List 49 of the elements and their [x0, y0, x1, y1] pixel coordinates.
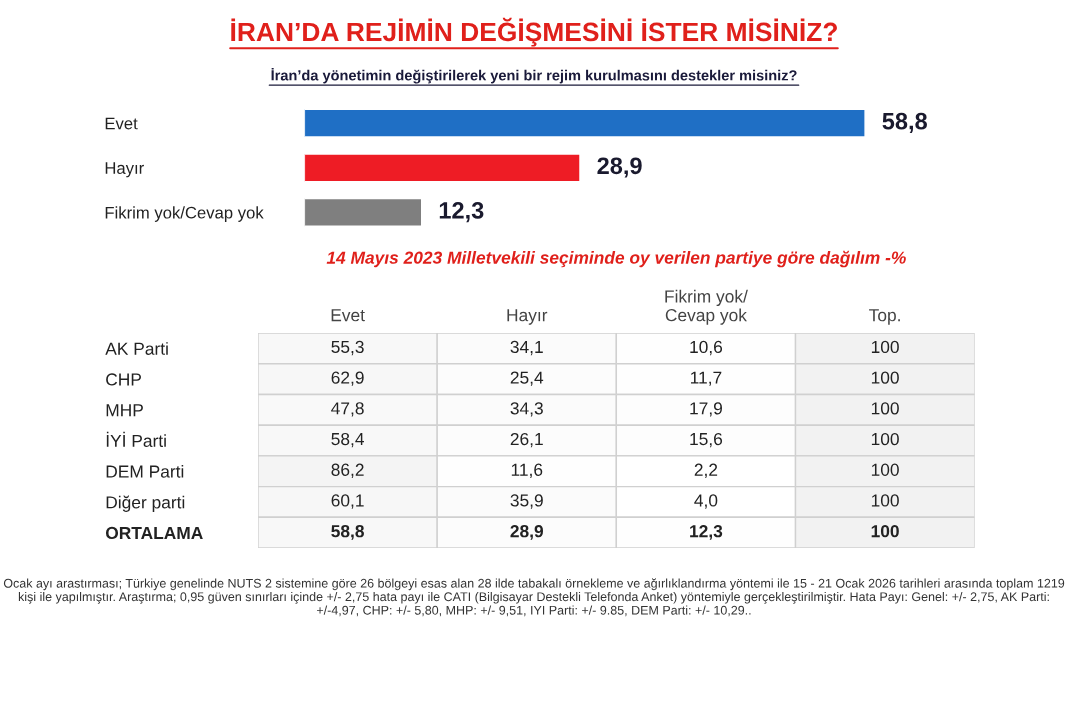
data-label: 25,4 [510, 371, 544, 386]
y-tick-label: İYİ Parti [106, 431, 166, 447]
x-tick-label: Top. [869, 309, 900, 325]
text: Ocak ayı arastırması; Türkiye genelinde NUTS 2 sistemine göre 26 bölgeyi esas alan 28 ilde tabakalı örnekleme ve ağırlıklandırma yöntemi ile 15 - 21 Ocak 2026 tarihleri arasında toplam 1219 kişi ile yapılmıştır. Araştırma; 0,95 güven sınırları içinde +/- 2,75 hata payı ile CATI (Bilgisayar Destekli Telefonda Anket) yöntemiyle gerçekleştirilmiştir. Hata Payı: Genel: +/- 2,75, AK Parti: +/-4,97, CHP: +/- 5,80, MHP: +/- 9,51, IYI Parti: +/- 9.85, DEM Parti: +/- 10,29.. [3, 578, 1065, 617]
data-label: 58,8 [331, 525, 364, 540]
data-label: 100 [871, 463, 899, 476]
data-label: 100 [871, 340, 899, 354]
y-tick-label: Hayır [105, 162, 144, 178]
y-tick-label: Diğer parti [106, 495, 185, 512]
y-tick-label: CHP [106, 373, 141, 386]
data-label: 10,6 [690, 340, 723, 356]
y-tick-label: Evet [105, 117, 138, 130]
x-tick-label: Evet [331, 309, 365, 322]
y-tick-label: Fikrim yok/Cevap yok [105, 206, 264, 222]
data-label: 2,2 [694, 463, 718, 478]
data-label: 34,1 [510, 340, 543, 356]
data-label: 12,3 [690, 525, 723, 540]
data-label: 100 [871, 371, 899, 384]
data-label: 60,1 [331, 494, 364, 509]
data-label: 15,6 [690, 432, 723, 448]
data-label: 17,9 [690, 402, 722, 417]
data-label: 100 [871, 525, 899, 538]
data-label: 28,9 [597, 157, 642, 178]
y-tick-label: ORTALAMA [105, 526, 203, 540]
data-label: 100 [871, 402, 899, 415]
y-tick-label: AK Parti [105, 342, 168, 355]
data-label: 4,0 [694, 494, 718, 509]
data-label: 100 [871, 494, 899, 507]
data-label: 100 [871, 432, 899, 446]
data-label: 11,6 [511, 463, 543, 478]
data-label: 34,3 [510, 402, 543, 417]
chart-subtitle: İran’da yönetimin değiştirilerek yeni bir rejim kurulmasını destekler misiniz? [271, 67, 797, 84]
data-label: 86,2 [331, 463, 364, 478]
data-label: 12,3 [439, 202, 484, 223]
data-label: 58,8 [882, 112, 927, 133]
chart-title: İRAN’DA REJİMİN DEĞİŞMESİNİ İSTER MİSİNİZ? [231, 17, 837, 47]
x-tick-label: Hayır [507, 309, 548, 325]
data-label: 55,3 [331, 340, 364, 356]
data-label: 58,4 [331, 432, 364, 448]
x-tick-label: Fikrim yok/ Cevap yok [665, 289, 748, 325]
data-label: 35,9 [510, 494, 543, 509]
y-tick-label: DEM Parti [106, 464, 184, 478]
y-tick-label: MHP [106, 404, 143, 417]
data-label: 62,9 [331, 371, 364, 386]
data-label: 47,8 [331, 402, 364, 417]
data-label: 11,7 [690, 371, 722, 386]
data-label: 26,1 [510, 432, 543, 448]
data-label: 28,9 [510, 525, 544, 540]
chart-title: 14 Mayıs 2023 Milletvekili seçiminde oy verilen partiye göre dağılım -% [326, 250, 906, 268]
